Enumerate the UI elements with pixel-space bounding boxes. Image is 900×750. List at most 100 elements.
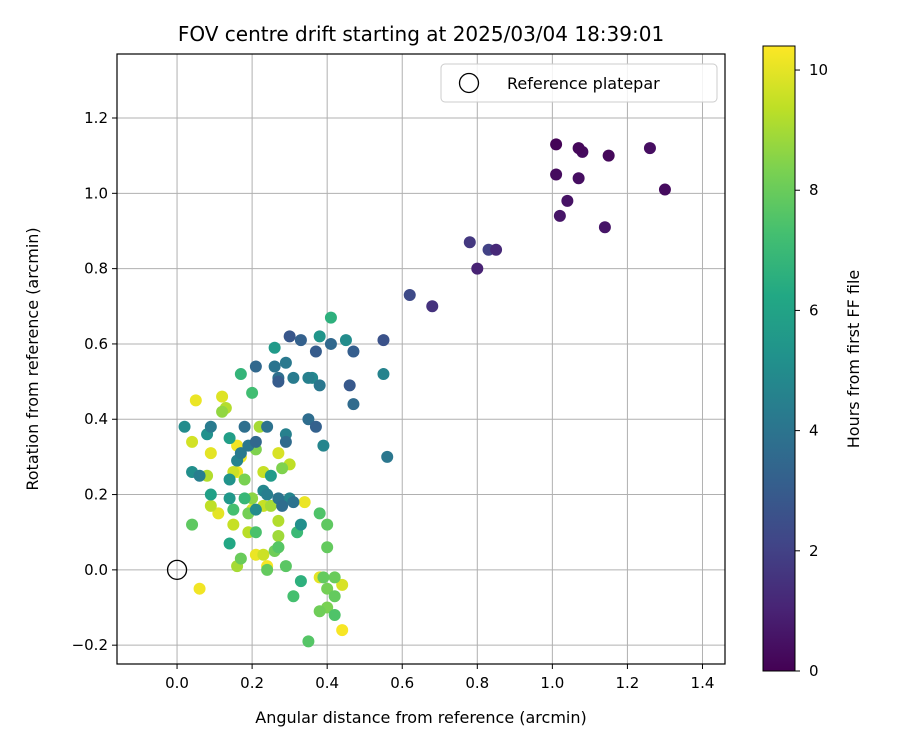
data-point [658,183,671,196]
data-point [294,575,307,588]
data-point [343,379,356,392]
data-point [347,398,360,411]
data-point [186,518,199,531]
reference-layer [166,559,188,581]
data-point [561,194,574,207]
data-point [249,503,262,516]
x-tick-label: 1.2 [615,674,639,692]
data-point [268,360,281,373]
data-point [347,345,360,358]
legend-marker-open-circle [458,72,480,94]
colorbar-tick-label: 6 [809,301,819,319]
data-point [324,311,337,324]
data-point [178,420,191,433]
colorbar-tick-label: 4 [809,422,819,440]
data-point [309,420,322,433]
y-tick-label: 0.4 [84,410,108,428]
y-tick-label: 0.0 [84,561,108,579]
data-point [294,518,307,531]
data-point [403,288,416,301]
data-point [328,571,341,584]
data-point [246,386,259,399]
data-point [204,420,217,433]
data-point [328,609,341,622]
data-point [227,518,240,531]
data-point [294,334,307,347]
data-point [238,420,251,433]
data-point [550,168,563,181]
data-point [302,635,315,648]
colorbar-tick-label: 8 [809,181,819,199]
data-point [643,142,656,155]
data-point [261,488,274,501]
data-point [261,420,274,433]
y-axis-label: Rotation from reference (arcmin) [23,227,42,490]
data-point [234,447,247,460]
data-point [426,300,439,313]
legend-box [440,63,718,103]
data-point [298,496,311,509]
data-point [321,582,334,595]
data-point [598,221,611,234]
data-point [471,262,484,275]
data-point [381,450,394,463]
data-point [204,499,217,512]
data-point [204,447,217,460]
data-point [336,624,349,637]
data-point [272,541,285,554]
data-point [212,507,225,520]
data-point [193,582,206,595]
data-point [261,563,274,576]
data-point [264,499,277,512]
data-point [223,473,236,486]
data-point [249,526,262,539]
data-point [321,541,334,554]
data-point [257,548,270,561]
y-tick-label: 1.2 [84,109,108,127]
plot-frame [116,53,726,665]
data-point [234,552,247,565]
axes: 0.0 0.2 0.4 0.6 0.8 1.0 1.2 1.4 −0.2 0.0 0.2 0.4 0.6… [72,53,726,692]
x-tick-label: 0.8 [465,674,489,692]
data-point [572,142,585,155]
data-point [279,356,292,369]
data-point [223,432,236,445]
data-point [234,368,247,381]
y-tick-label: −0.2 [72,636,108,654]
data-points [178,138,671,648]
data-point [328,590,341,603]
data-point [238,492,251,505]
data-point [550,138,563,151]
colorbar-tick-label: 0 [809,662,819,680]
data-point [553,209,566,222]
data-point [572,172,585,185]
colorbar-tick-label: 10 [809,61,828,79]
data-point [279,435,292,448]
data-point [287,590,300,603]
y-tick-label: 0.2 [84,486,108,504]
y-tick-label: 0.8 [84,260,108,278]
data-point [204,488,217,501]
data-point [313,379,326,392]
data-point [276,499,289,512]
data-point [377,368,390,381]
x-tick-label: 0.4 [315,674,339,692]
y-tick-label: 0.6 [84,335,108,353]
x-tick-label: 1.0 [540,674,564,692]
data-point [317,439,330,452]
data-point [302,413,315,426]
data-point [223,492,236,505]
x-tick-label: 0.2 [240,674,264,692]
data-point [313,507,326,520]
data-point [283,330,296,343]
colorbar-tick-label: 2 [809,542,819,560]
data-point [264,469,277,482]
chart-title: FOV centre drift starting at 2025/03/04 … [178,22,664,46]
data-point [313,605,326,618]
x-tick-label: 0.0 [165,674,189,692]
data-point [216,390,229,403]
data-point [602,149,615,162]
data-point [321,518,334,531]
data-point [227,503,240,516]
